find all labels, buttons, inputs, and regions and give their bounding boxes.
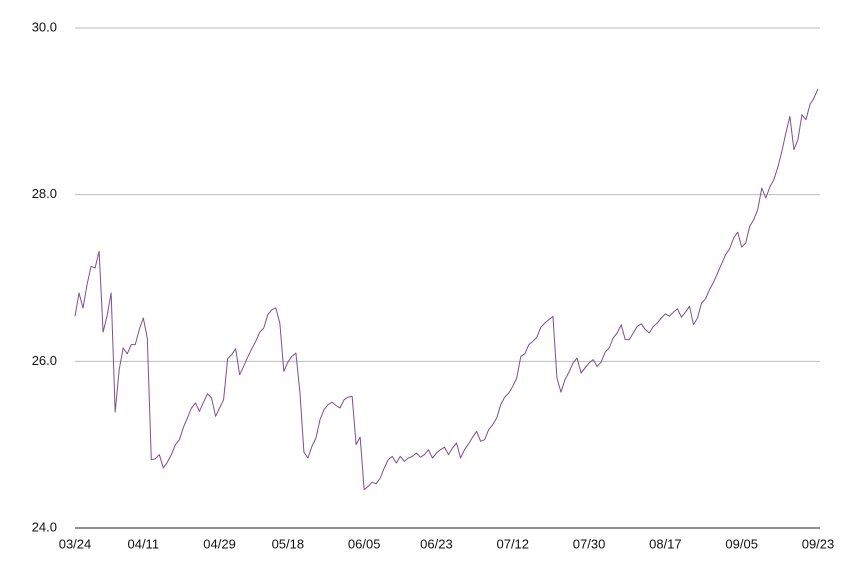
y-tick-label: 24.0 xyxy=(32,519,57,534)
x-tick-label: 07/12 xyxy=(496,536,529,551)
x-tick-label: 07/30 xyxy=(573,536,606,551)
x-tick-label: 06/23 xyxy=(420,536,453,551)
x-tick-label: 03/24 xyxy=(59,536,92,551)
x-tick-label: 04/11 xyxy=(127,536,159,551)
y-tick-label: 28.0 xyxy=(32,186,57,201)
x-tick-label: 05/18 xyxy=(272,536,305,551)
data-line xyxy=(74,88,819,491)
x-tick-label: 08/17 xyxy=(649,536,682,551)
x-tick-label: 09/05 xyxy=(725,536,758,551)
y-tick-label: 30.0 xyxy=(32,19,57,34)
x-tick-label: 09/23 xyxy=(802,536,835,551)
y-tick-label: 26.0 xyxy=(32,353,57,368)
x-tick-label: 06/05 xyxy=(348,536,381,551)
x-tick-label: 04/29 xyxy=(203,536,236,551)
